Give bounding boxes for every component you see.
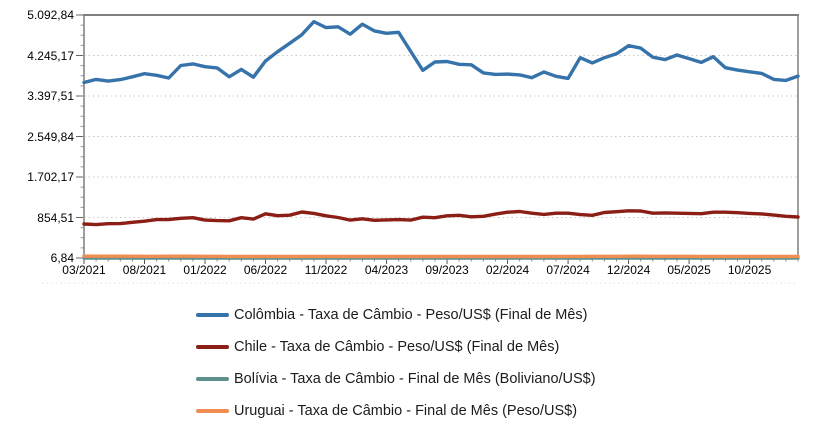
x-axis-label: 11/2022 bbox=[304, 263, 348, 277]
x-axis-label: 12/2024 bbox=[606, 263, 651, 277]
x-axis-label: 09/2023 bbox=[425, 263, 469, 277]
legend-item-colombia: Colômbia - Taxa de Câmbio - Peso/US$ (Fi… bbox=[196, 306, 596, 324]
x-axis-label: 02/2024 bbox=[485, 263, 530, 277]
legend-label-colombia: Colômbia - Taxa de Câmbio - Peso/US$ (Fi… bbox=[234, 307, 588, 323]
y-axis-label: 3.397,51 bbox=[27, 89, 74, 103]
legend-swatch-chile bbox=[196, 345, 229, 349]
legend-swatch-bolivia bbox=[196, 377, 229, 381]
series-line-colombia bbox=[82, 19, 800, 85]
legend: Colômbia - Taxa de Câmbio - Peso/US$ (Fi… bbox=[196, 306, 596, 420]
legend-swatch-uruguai bbox=[196, 409, 229, 413]
legend-item-chile: Chile - Taxa de Câmbio - Peso/US$ (Final… bbox=[196, 338, 596, 356]
x-axis-label: 05/2025 bbox=[667, 263, 711, 277]
legend-swatch-colombia bbox=[196, 313, 229, 317]
x-axis-label: 04/2023 bbox=[364, 263, 409, 277]
y-axis-label: 6,84 bbox=[50, 251, 74, 265]
x-axis-label: 03/2021 bbox=[62, 263, 106, 277]
series-line-chile bbox=[82, 209, 800, 227]
y-axis-label: 854,51 bbox=[37, 210, 74, 225]
y-axis-label: 2.549,84 bbox=[27, 129, 74, 144]
y-axis-label: 5.092,84 bbox=[27, 8, 74, 22]
legend-label-bolivia: Bolívia - Taxa de Câmbio - Final de Mês … bbox=[234, 371, 596, 387]
x-axis-label: 08/2021 bbox=[122, 263, 167, 277]
x-axis-label: 06/2022 bbox=[243, 263, 288, 277]
legend-item-bolivia: Bolívia - Taxa de Câmbio - Final de Mês … bbox=[196, 370, 596, 388]
y-axis-label: 1.702,17 bbox=[27, 170, 74, 184]
legend-item-uruguai: Uruguai - Taxa de Câmbio - Final de Mês … bbox=[196, 402, 596, 420]
x-axis-label: 01/2022 bbox=[183, 263, 227, 277]
legend-label-chile: Chile - Taxa de Câmbio - Peso/US$ (Final… bbox=[234, 339, 560, 355]
y-axis-label: 4.245,17 bbox=[27, 48, 74, 63]
x-axis-label: 07/2024 bbox=[546, 263, 590, 277]
x-axis-label: 10/2025 bbox=[727, 263, 772, 277]
legend-label-uruguai: Uruguai - Taxa de Câmbio - Final de Mês … bbox=[234, 403, 578, 419]
